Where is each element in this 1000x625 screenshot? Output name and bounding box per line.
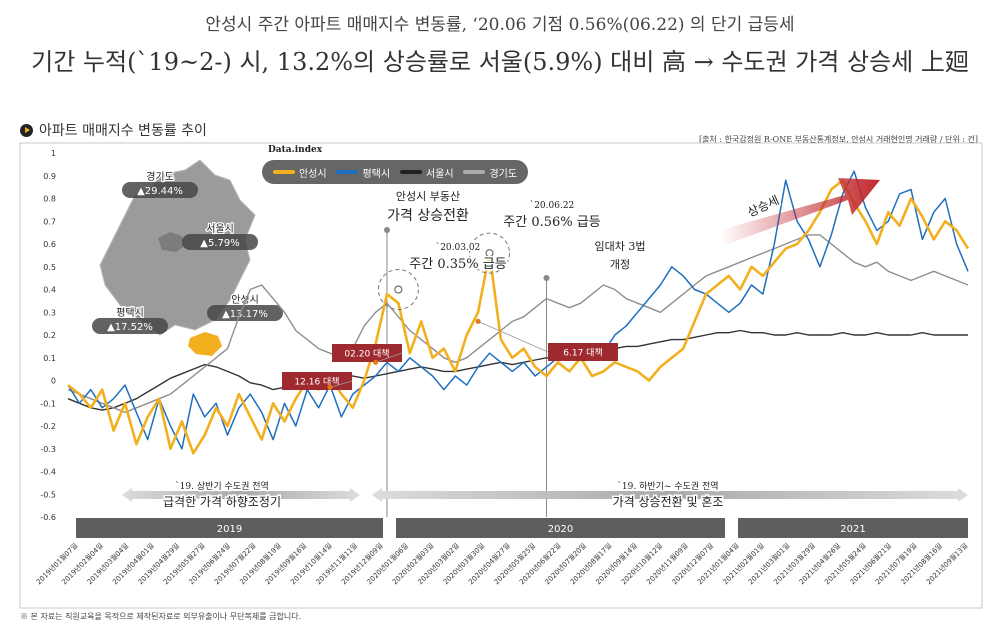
y-tick-label: 0.7 xyxy=(43,217,56,226)
legend-label-gyeonggi: 경기도 xyxy=(489,168,518,180)
map-label-value: ▲13.17% xyxy=(222,309,268,320)
seoul-map xyxy=(158,232,185,252)
highlight-circle-0302 xyxy=(377,269,419,310)
map-label-name: 안성시 xyxy=(231,294,259,306)
map-label-name: 경기도 xyxy=(146,170,174,183)
legend-item-anseong: 안성시 xyxy=(272,165,327,180)
policy-0220-leader xyxy=(375,352,403,363)
y-tick-label: 0.8 xyxy=(43,195,56,204)
phase-arrow-2 xyxy=(372,488,968,502)
policy-0220-box xyxy=(332,344,402,362)
legend-item-pyeongtaek: 평택시 xyxy=(336,165,390,180)
legend-item-gyeonggi: 경기도 xyxy=(463,165,517,180)
map-label-value: ▲17.52% xyxy=(107,322,153,333)
highlight-dot-0622 xyxy=(485,249,494,258)
y-tick-label: -0.3 xyxy=(40,445,56,454)
y-tick-label: 0.1 xyxy=(43,354,56,363)
legend-swatch-pyeongtaek xyxy=(336,170,359,174)
year-label-2019: 2019 xyxy=(217,524,242,535)
phase-1-line2: 급격한 가격 하향조정기 xyxy=(163,495,281,509)
y-tick-label: 0 xyxy=(51,377,56,386)
y-tick-label: -0.6 xyxy=(40,513,56,522)
map-label-value: ▲29.44% xyxy=(137,186,183,197)
play-bullet-icon xyxy=(20,123,33,137)
y-tick-label: 0.3 xyxy=(43,308,56,317)
y-tick-label: -0.5 xyxy=(40,490,56,499)
legend-label-seoul: 서울시 xyxy=(425,168,454,180)
policy-0220-dot xyxy=(373,359,379,365)
series-line-anseong xyxy=(67,179,970,455)
annotation-0302-text: 주간 0.35% 급등 xyxy=(409,257,506,272)
year-bar-2021 xyxy=(738,518,968,538)
y-tick-label: 0.6 xyxy=(43,240,56,249)
map-label-bubble xyxy=(122,182,198,198)
legend-swatch-anseong xyxy=(272,170,295,174)
policy-0617-box xyxy=(548,343,618,361)
highlight-dot-0302 xyxy=(394,285,403,294)
annotation-0622-date: `20.06.22 xyxy=(530,200,575,211)
section-header: 아파트 매매지수 변동률 추이 xyxy=(20,120,207,140)
policy-1216-label: 12.16 대책 xyxy=(294,376,339,388)
event-dot xyxy=(383,227,390,233)
policy-0617-dot xyxy=(475,318,481,324)
y-tick-label: 0.9 xyxy=(43,172,56,181)
phase-2-line2: 가격 상승전환 및 혼조 xyxy=(613,495,724,509)
annotation-lease-line1: 임대차 3법 xyxy=(595,240,646,253)
series-line-gyeonggi xyxy=(67,234,969,414)
policy-1216-box xyxy=(282,372,352,390)
series-line-seoul xyxy=(67,329,968,411)
map-label-name: 서울시 xyxy=(206,223,234,235)
map-label-bubble xyxy=(92,318,168,334)
highlight-circle-0622 xyxy=(469,232,511,274)
year-bar-2019 xyxy=(76,518,383,538)
section-title: 아파트 매매지수 변동률 추이 xyxy=(39,123,207,139)
phase-arrow-1 xyxy=(122,488,360,502)
y-tick-label: 0.5 xyxy=(43,263,56,272)
chart-title: 기간 누적(`19~2-) 시, 13.2%의 상승률로 서울(5.9%) 대비… xyxy=(31,48,969,76)
y-tick-label: -0.1 xyxy=(40,399,56,408)
policy-0617-leader xyxy=(477,320,549,353)
policy-1216-dot xyxy=(327,384,333,390)
policy-0617-label: 6.17 대책 xyxy=(563,347,602,359)
year-label-2021: 2021 xyxy=(840,524,865,535)
policy-0220-label: 02.20 대책 xyxy=(344,348,389,360)
legend-swatch-gyeonggi xyxy=(463,170,486,174)
legend-swatch-seoul xyxy=(399,170,422,174)
source-note: [출처 : 한국감정원 R-ONE 부동산통계정보, 안성시 거래현인명 거래량… xyxy=(698,135,978,144)
annotation-0302-date: `20.03.02 xyxy=(436,242,481,253)
map-label-value: ▲5.79% xyxy=(200,238,239,249)
footnote: ※ 본 자료는 직원교육을 목적으로 제작된자료로 외부유출이나 무단복제를 금… xyxy=(20,612,302,621)
phase-2-line1: `19. 하반기~ 수도권 전역 xyxy=(617,480,718,492)
annotation-0622-text: 주간 0.56% 급등 xyxy=(503,215,600,230)
annotation-lease-line2: 개정 xyxy=(610,258,630,271)
chart-frame xyxy=(19,142,983,609)
map-label-name: 평택시 xyxy=(116,307,144,319)
anseong-map xyxy=(188,332,222,356)
annotation-anseong-line1: 안성시 부동산 xyxy=(396,190,460,203)
legend-label-anseong: 안성시 xyxy=(298,168,327,180)
y-tick-label: 0.2 xyxy=(43,331,56,340)
legend-title: Data.index xyxy=(268,145,323,155)
y-tick-label: -0.2 xyxy=(40,422,56,431)
legend-item-seoul: 서울시 xyxy=(399,165,454,180)
phase-1-line1: `19. 상반기 수도권 전역 xyxy=(175,480,269,492)
map-label-bubble xyxy=(182,234,258,250)
policy-1216-leader xyxy=(329,380,353,388)
y-tick-label: 1 xyxy=(51,149,56,158)
event-dot xyxy=(543,275,550,281)
annotation-anseong-line2: 가격 상승전환 xyxy=(387,208,469,224)
legend: 안성시 평택시 서울시 경기도 xyxy=(262,160,528,184)
year-label-2020: 2020 xyxy=(548,524,573,535)
y-tick-label: -0.4 xyxy=(40,468,56,477)
map-label-bubble xyxy=(207,305,283,321)
rise-arrow xyxy=(720,178,880,245)
chart-subtitle: 안성시 주간 아파트 매매지수 변동률, ‘20.06 기점 0.56%(06.… xyxy=(205,15,795,35)
y-tick-label: 0.4 xyxy=(43,286,56,295)
legend-label-pyeongtaek: 평택시 xyxy=(362,168,391,180)
year-bar-2020 xyxy=(396,518,725,538)
